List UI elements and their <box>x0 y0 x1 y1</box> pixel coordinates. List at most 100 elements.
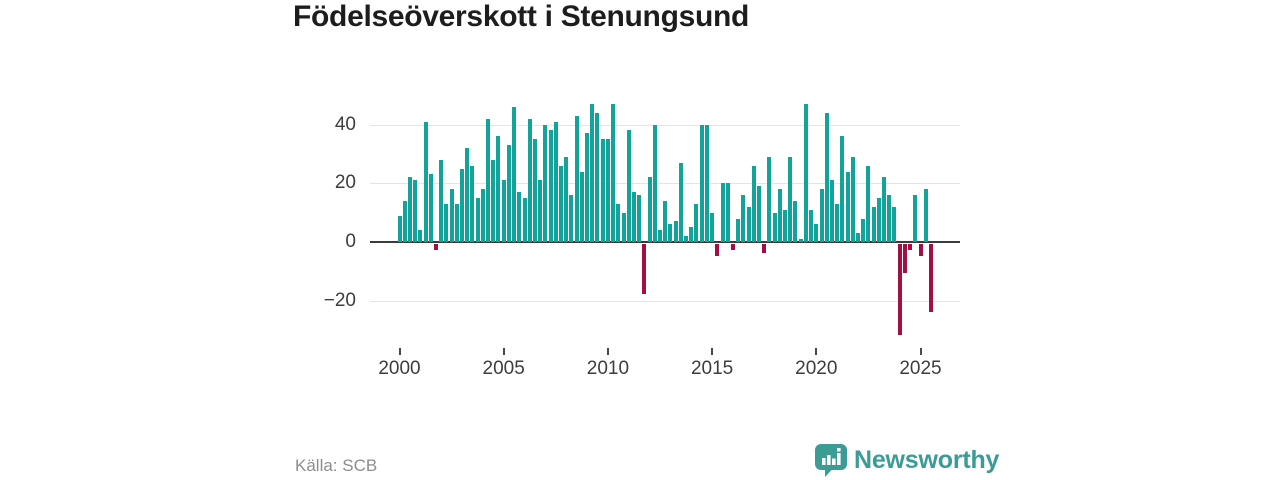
x-axis-label: 2015 <box>690 358 734 379</box>
bar-negative <box>902 244 907 274</box>
bar-positive <box>418 230 423 242</box>
bar-positive <box>829 180 834 242</box>
bar-positive <box>407 177 412 242</box>
bar-positive <box>449 189 454 242</box>
bar-positive <box>590 104 595 242</box>
bar-positive <box>673 221 678 242</box>
bar-positive <box>783 209 788 242</box>
gridline <box>370 183 960 185</box>
x-axis-tick <box>919 348 922 355</box>
x-axis-tick <box>606 348 609 355</box>
bar-positive <box>658 230 662 242</box>
x-axis-tick <box>502 348 505 355</box>
x-axis-label: 2025 <box>899 358 942 379</box>
bar-positive <box>876 197 881 242</box>
bar-positive <box>647 177 652 242</box>
bar-positive <box>465 148 470 242</box>
bar-positive <box>527 118 532 242</box>
bar-positive <box>553 121 558 242</box>
x-axis-label: 2010 <box>586 358 630 379</box>
bar-positive <box>454 203 459 242</box>
bar-positive <box>491 159 496 242</box>
x-axis-tick <box>815 348 818 355</box>
bar-positive <box>579 171 584 242</box>
bar-positive <box>689 227 694 242</box>
bar-positive <box>480 189 485 242</box>
bar-positive <box>887 195 892 242</box>
bar-positive <box>793 200 798 242</box>
newsworthy-bubble-chart-icon <box>815 444 847 477</box>
bar-positive <box>559 165 563 242</box>
bar-positive <box>475 197 480 242</box>
bar-positive <box>850 156 855 242</box>
bar-positive <box>720 183 725 242</box>
bar-positive <box>501 180 506 242</box>
bar-positive <box>538 180 543 242</box>
bar-positive <box>444 203 449 242</box>
bar-positive <box>699 124 704 242</box>
bar-positive <box>631 192 636 242</box>
bar-positive <box>803 104 808 242</box>
bar-positive <box>678 162 683 242</box>
bar-positive <box>892 206 897 242</box>
gridline <box>370 300 960 302</box>
bar-positive <box>751 165 756 242</box>
bar-positive <box>819 189 824 242</box>
bar-positive <box>710 212 715 242</box>
y-axis-label: 0 <box>345 231 356 252</box>
bar-positive <box>923 189 928 242</box>
bar-positive <box>871 206 876 242</box>
bar-positive <box>428 174 433 242</box>
gridline <box>370 124 960 126</box>
source-note: Källa: SCB <box>295 456 378 475</box>
bar-positive <box>861 218 866 242</box>
bar-positive <box>460 168 465 242</box>
bar-positive <box>866 165 871 242</box>
bar-positive <box>486 118 491 242</box>
bar-positive <box>470 165 475 242</box>
y-axis-label: −20 <box>323 289 356 311</box>
bar-positive <box>694 203 699 242</box>
bar-positive <box>506 145 511 242</box>
bar-positive <box>517 192 522 242</box>
x-axis-tick <box>398 348 401 355</box>
bar-positive <box>767 156 772 242</box>
bar-positive <box>543 124 548 242</box>
bar-positive <box>736 218 741 242</box>
bar-positive <box>413 180 418 242</box>
bar-positive <box>663 200 668 242</box>
bar-positive <box>605 139 610 242</box>
bar-positive <box>600 139 605 242</box>
bar-positive <box>725 183 730 242</box>
y-axis-label: 20 <box>334 172 356 194</box>
chart-title: Födelseöverskott i Stenungsund <box>293 0 750 33</box>
bar-positive <box>788 156 793 242</box>
bar-positive <box>439 159 444 242</box>
bar-positive <box>626 130 631 242</box>
bar-positive <box>814 224 819 242</box>
bar-positive <box>855 233 860 242</box>
bar-positive <box>684 236 689 242</box>
bar-positive <box>652 124 657 242</box>
bar-negative <box>762 244 767 253</box>
bar-positive <box>824 112 829 242</box>
bar-positive <box>756 186 761 242</box>
bar-positive <box>741 195 746 242</box>
bar-positive <box>574 115 579 242</box>
bar-positive <box>532 139 537 242</box>
bar-negative <box>928 244 933 312</box>
bar-positive <box>913 195 918 242</box>
x-axis-label: 2000 <box>378 358 421 379</box>
bar-positive <box>548 130 553 242</box>
bar-positive <box>845 171 850 242</box>
brand-name: Newsworthy <box>854 446 1000 474</box>
bar-positive <box>611 104 616 242</box>
bar-positive <box>595 112 600 242</box>
bar-positive <box>882 177 887 242</box>
bar-negative <box>715 244 720 256</box>
x-axis-tick <box>711 348 714 355</box>
bar-positive <box>621 212 626 242</box>
bar-positive <box>637 195 642 242</box>
bar-negative <box>433 244 438 250</box>
